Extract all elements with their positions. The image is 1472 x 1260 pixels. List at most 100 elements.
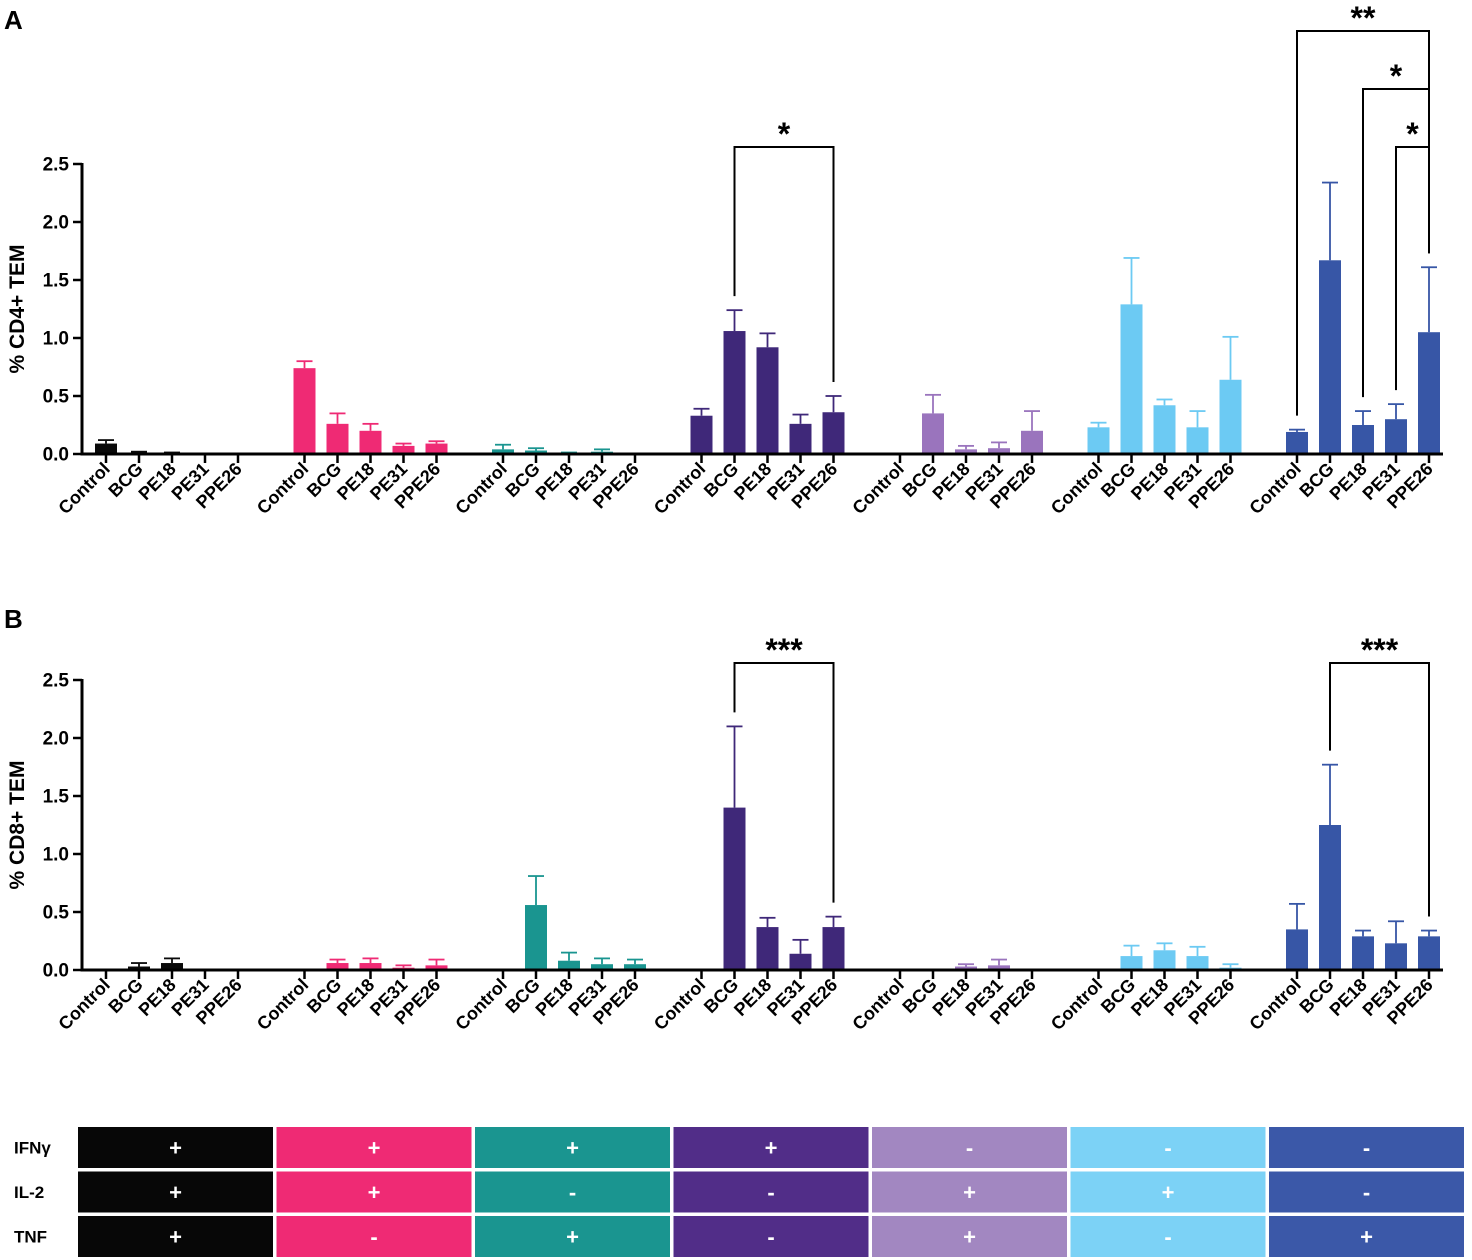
x-tick-label: PE18 <box>730 975 775 1020</box>
y-tick-label: 1.5 <box>43 271 70 292</box>
y-axis-label: % CD8+ TEM <box>6 761 29 890</box>
significance-bracket <box>735 147 834 382</box>
significance-label: * <box>1390 58 1403 94</box>
significance-label: * <box>1406 116 1419 152</box>
bar <box>327 424 349 454</box>
panel-label-a: A <box>4 5 23 35</box>
bar <box>1187 956 1209 970</box>
x-tick-label: PE18 <box>730 459 775 504</box>
bar <box>823 927 845 970</box>
legend-cell-sign: - <box>370 1225 377 1250</box>
legend-cell-sign: + <box>169 1180 182 1205</box>
bar <box>1319 825 1341 970</box>
y-tick-label: 1.5 <box>43 787 70 808</box>
legend-cell-sign: - <box>1164 1136 1171 1161</box>
bar <box>823 412 845 454</box>
significance-bracket <box>735 663 834 903</box>
legend-cell-sign: + <box>566 1225 579 1250</box>
legend-row-label: TNF <box>14 1228 47 1247</box>
bar <box>1187 427 1209 454</box>
x-tick-label: PE18 <box>135 975 180 1020</box>
bar <box>1220 380 1242 454</box>
legend-cell-sign: + <box>963 1180 976 1205</box>
bar <box>426 444 448 454</box>
bar <box>525 905 547 970</box>
legend-cell-sign: - <box>767 1225 774 1250</box>
y-tick-label: 0.0 <box>43 445 69 466</box>
bar <box>1154 405 1176 454</box>
bar <box>790 954 812 970</box>
legend-cell-sign: - <box>1363 1136 1370 1161</box>
legend-cell-sign: + <box>963 1225 976 1250</box>
y-tick-label: 2.0 <box>43 213 69 234</box>
significance-label: * <box>778 116 791 152</box>
chart-cd8-tem: 0.00.51.01.52.02.5% CD8+ TEMControlBCGPE… <box>6 632 1443 1034</box>
legend-cell-sign: + <box>1162 1180 1175 1205</box>
cytokine-legend-table: IFNγ + + + + - - -IL-2 + + - - + + -TNF + - + - + - + <box>14 1127 1464 1257</box>
bar <box>691 416 713 454</box>
legend-row-label: IL-2 <box>14 1183 44 1202</box>
bar <box>724 331 746 454</box>
x-tick-label: PE18 <box>929 975 974 1020</box>
bar <box>1088 427 1110 454</box>
y-tick-label: 2.5 <box>43 155 70 176</box>
bar <box>1121 956 1143 970</box>
y-axis-label: % CD4+ TEM <box>6 245 29 374</box>
legend-cell-sign: + <box>566 1136 579 1161</box>
legend-cell-sign: + <box>765 1136 778 1161</box>
legend-cell-sign: - <box>767 1180 774 1205</box>
x-tick-label: PE18 <box>1127 975 1172 1020</box>
bar <box>724 808 746 970</box>
bar <box>1286 432 1308 454</box>
significance-label: *** <box>765 632 803 668</box>
bar <box>1352 936 1374 970</box>
x-tick-label: PE18 <box>135 459 180 504</box>
bar <box>922 413 944 454</box>
bar <box>360 431 382 454</box>
legend-cell-sign: - <box>1363 1180 1370 1205</box>
panel-label-b: B <box>4 604 23 634</box>
significance-label: ** <box>1351 0 1376 36</box>
bar <box>1021 431 1043 454</box>
bar <box>790 424 812 454</box>
bar <box>757 347 779 454</box>
legend-cell-sign: - <box>569 1180 576 1205</box>
chart-cd4-tem: 0.00.51.01.52.02.5% CD4+ TEMControlBCGPE… <box>6 0 1443 518</box>
legend-row-label: IFNγ <box>14 1139 51 1158</box>
y-tick-label: 1.0 <box>43 845 69 866</box>
bar <box>1385 419 1407 454</box>
bar <box>1385 943 1407 970</box>
bar <box>1286 929 1308 970</box>
significance-label: *** <box>1361 632 1399 668</box>
legend-cell-sign: - <box>966 1136 973 1161</box>
x-tick-label: PE18 <box>1326 975 1371 1020</box>
y-tick-label: 2.5 <box>43 671 70 692</box>
x-tick-label: PE18 <box>532 975 577 1020</box>
significance-bracket <box>1330 663 1429 917</box>
x-tick-label: PE18 <box>1127 459 1172 504</box>
bar <box>1418 332 1440 454</box>
y-tick-label: 0.0 <box>43 961 69 982</box>
bar <box>1418 936 1440 970</box>
bar <box>1319 260 1341 454</box>
bar <box>294 368 316 454</box>
x-tick-label: PE18 <box>532 459 577 504</box>
bar <box>757 927 779 970</box>
bar <box>95 444 117 454</box>
x-tick-label: PE18 <box>333 975 378 1020</box>
y-tick-label: 0.5 <box>43 903 70 924</box>
bar <box>1352 425 1374 454</box>
legend-cell-sign: + <box>1360 1225 1373 1250</box>
figure-canvas: A B 0.00.51.01.52.02.5% CD4+ TEMControlB… <box>0 0 1472 1260</box>
bar <box>1121 304 1143 454</box>
y-tick-label: 2.0 <box>43 729 69 750</box>
legend-cell-sign: + <box>169 1136 182 1161</box>
legend-cell-sign: + <box>169 1225 182 1250</box>
legend-cell-sign: + <box>368 1180 381 1205</box>
legend-cell-sign: - <box>1164 1225 1171 1250</box>
y-tick-label: 1.0 <box>43 329 69 350</box>
y-tick-label: 0.5 <box>43 387 70 408</box>
bar <box>1154 950 1176 970</box>
x-tick-label: PE18 <box>1326 459 1371 504</box>
x-tick-label: PE18 <box>929 459 974 504</box>
